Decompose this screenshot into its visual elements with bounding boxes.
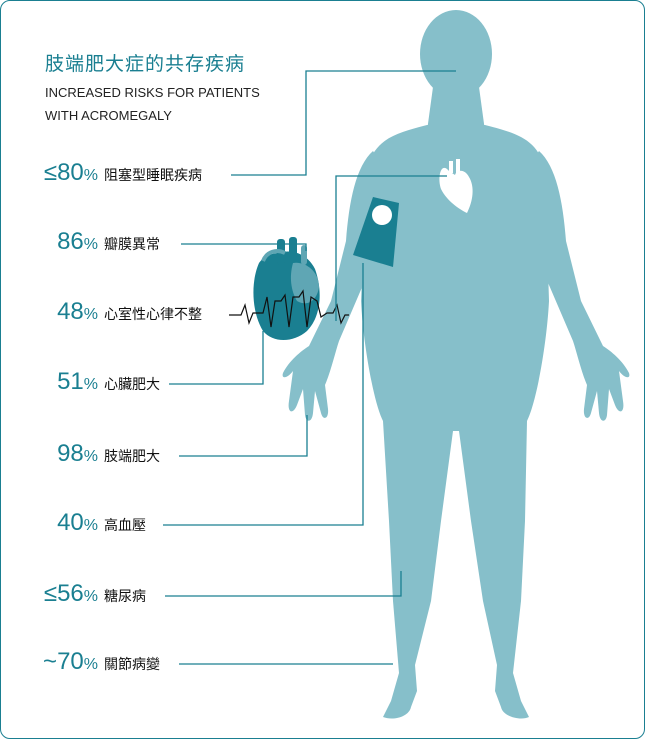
- stat-label: 糖尿病: [104, 589, 146, 605]
- stat-unit: %: [83, 588, 98, 605]
- stat-value: 86%: [1, 228, 98, 256]
- title-english: INCREASED RISKS FOR PATIENTS WITH ACROME…: [45, 81, 260, 127]
- title-chinese: 肢端肥大症的共存疾病: [45, 53, 246, 75]
- stat-label: 心室性心律不整: [104, 307, 202, 323]
- stat-value: ≤80%: [1, 159, 98, 187]
- stat-number: 48: [57, 298, 84, 325]
- stat-number: 51: [57, 368, 84, 395]
- stat-value: ≤56%: [1, 580, 98, 608]
- leader-cardiac-signal: [335, 175, 447, 321]
- stat-number: 86: [57, 228, 84, 255]
- stat-arrhythmia: 48% 心室性心律不整: [1, 298, 271, 328]
- stat-acromegaly: 98% 肢端肥大: [1, 440, 271, 470]
- stat-value: 98%: [1, 440, 98, 468]
- stat-label: 心臟肥大: [104, 377, 160, 393]
- stat-number: ≤56: [43, 580, 84, 607]
- leader-cardiomegaly: [169, 331, 264, 385]
- stat-valve-abnormality: 86% 瓣膜異常: [1, 228, 271, 258]
- title-english-line-1: INCREASED RISKS FOR PATIENTS: [45, 85, 260, 100]
- leader-lines: [163, 70, 456, 665]
- small-heart-icon: [439, 159, 473, 213]
- stat-value: ~70%: [1, 648, 98, 676]
- stat-number: 98: [57, 440, 84, 467]
- stat-number: ~70: [43, 648, 84, 675]
- stat-unit: %: [83, 517, 98, 534]
- stat-label: 肢端肥大: [104, 449, 160, 465]
- stat-label: 高血壓: [104, 518, 146, 534]
- stat-hypertension: 40% 高血壓: [1, 509, 271, 539]
- stat-number: ≤80: [43, 159, 84, 186]
- leader-hypertension: [163, 263, 364, 526]
- stat-value: 48%: [1, 298, 98, 326]
- leader-valve: [181, 243, 307, 251]
- blood-pressure-cuff-icon: [353, 197, 399, 267]
- stat-joint-disease: ~70% 關節病變: [1, 648, 271, 678]
- stat-unit: %: [83, 236, 98, 253]
- stat-sleep-apnea: ≤80% 阻塞型睡眠疾病: [1, 159, 271, 189]
- leader-acromegaly: [179, 415, 308, 457]
- stat-label: 阻塞型睡眠疾病: [104, 168, 202, 184]
- stat-label: 瓣膜異常: [104, 237, 160, 253]
- stat-value: 51%: [1, 368, 98, 396]
- body-silhouette-icon: [282, 10, 630, 719]
- leader-diabetes: [165, 571, 402, 597]
- stat-diabetes: ≤56% 糖尿病: [1, 580, 271, 610]
- stat-number: 40: [57, 509, 84, 536]
- stat-unit: %: [83, 167, 98, 184]
- stat-label: 關節病變: [104, 657, 160, 673]
- stat-unit: %: [83, 448, 98, 465]
- leader-sleep: [231, 70, 456, 176]
- stat-unit: %: [83, 306, 98, 323]
- stat-unit: %: [83, 656, 98, 673]
- ecg-trace-icon: [229, 289, 349, 328]
- stat-unit: %: [83, 376, 98, 393]
- stat-cardiomegaly: 51% 心臟肥大: [1, 368, 271, 398]
- stat-value: 40%: [1, 509, 98, 537]
- title-english-line-2: WITH ACROMEGALY: [45, 108, 172, 123]
